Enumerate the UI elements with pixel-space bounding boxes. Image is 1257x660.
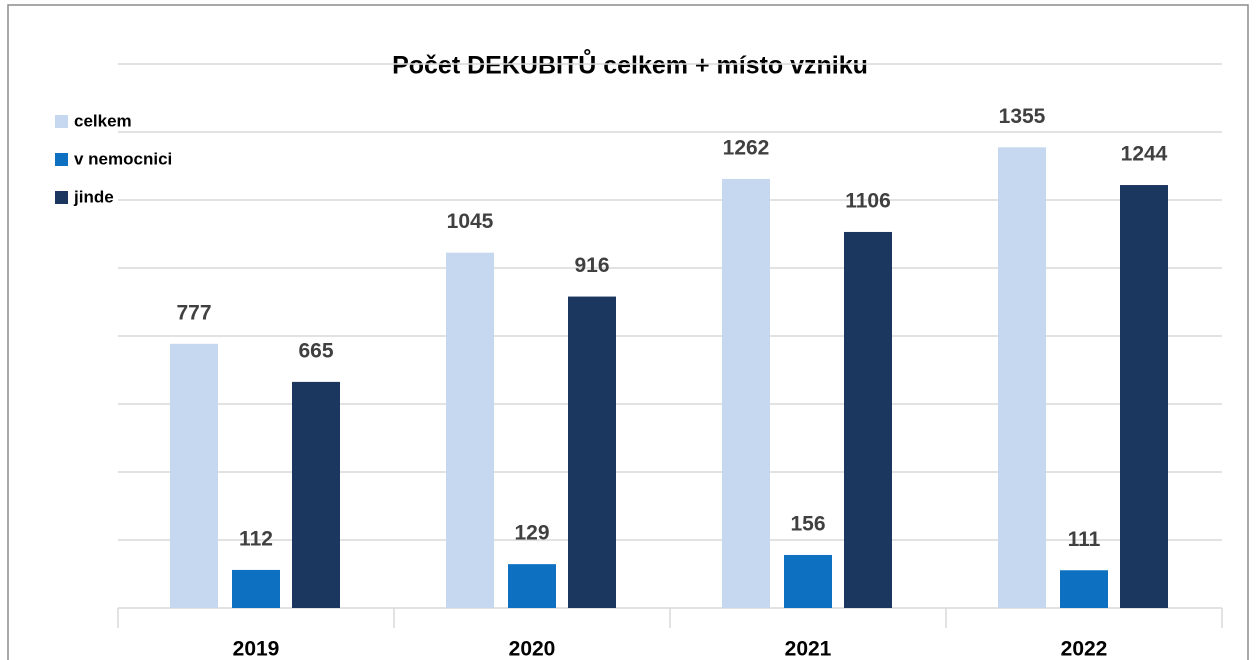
bar (292, 381, 340, 608)
bar (1060, 570, 1108, 608)
data-label: 112 (239, 527, 273, 550)
bar (844, 231, 892, 608)
data-label: 129 (514, 522, 549, 545)
legend-swatch (55, 153, 68, 166)
legend-label: celkem (74, 111, 132, 130)
data-label: 1045 (447, 210, 494, 233)
x-tick-label: 2022 (1061, 638, 1108, 660)
legend-label: v nemocnici (74, 149, 172, 168)
legend-swatch (55, 191, 68, 204)
data-label: 1106 (845, 190, 891, 213)
data-label: 111 (1068, 528, 1101, 551)
x-tick-label: 2020 (509, 638, 556, 660)
bar (1120, 185, 1168, 609)
bar (170, 343, 218, 608)
bar (568, 296, 616, 608)
bar (998, 147, 1046, 609)
data-label: 916 (574, 254, 609, 277)
legend-swatch (55, 115, 68, 128)
bar (508, 564, 556, 608)
x-tick-label: 2019 (233, 638, 280, 660)
bar (232, 569, 280, 608)
legend-label: jinde (73, 187, 114, 206)
x-tick-label: 2021 (785, 638, 832, 660)
bar (722, 178, 770, 609)
data-label: 1355 (999, 105, 1046, 128)
data-label: 665 (298, 339, 333, 362)
data-label: 1244 (1121, 143, 1168, 166)
data-label: 1262 (723, 136, 770, 159)
bar (784, 554, 832, 608)
bar (446, 252, 494, 608)
data-label: 777 (176, 301, 211, 324)
data-label: 156 (790, 513, 825, 536)
